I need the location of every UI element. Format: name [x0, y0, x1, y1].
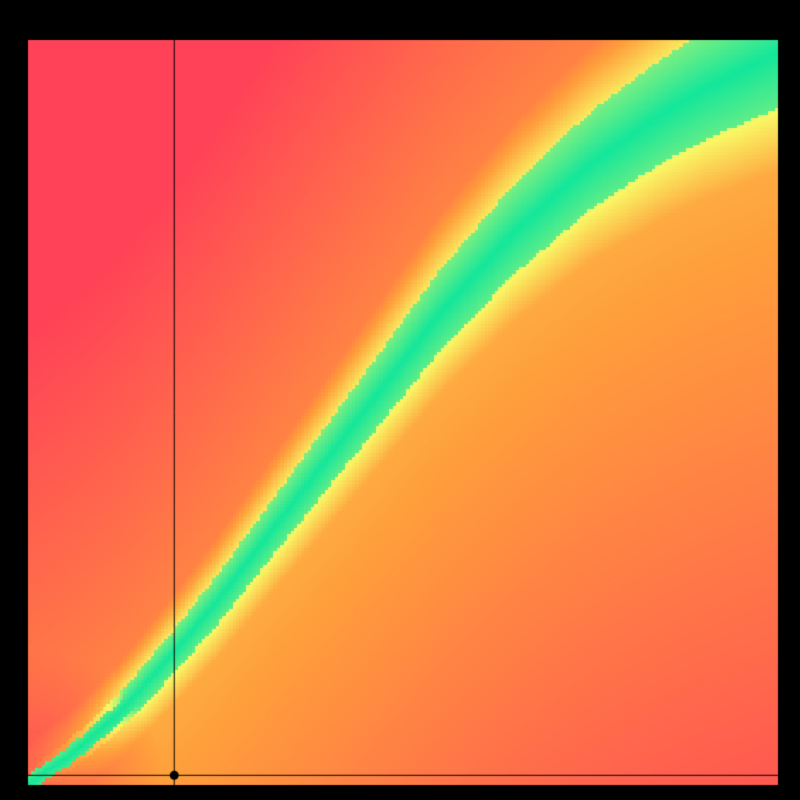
chart-container: TheBottleneck.com	[0, 0, 800, 800]
bottleneck-heatmap	[0, 0, 800, 800]
